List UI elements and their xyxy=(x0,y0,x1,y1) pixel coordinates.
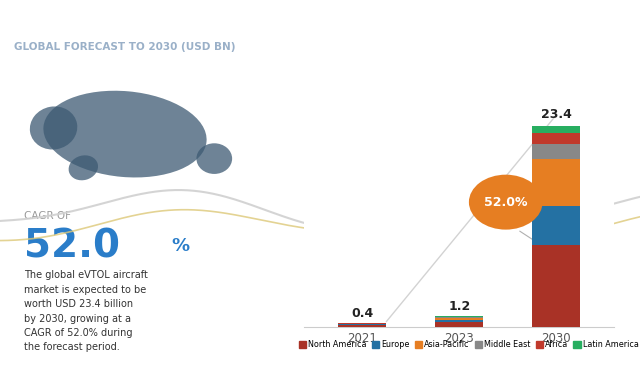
Ellipse shape xyxy=(68,155,98,180)
Bar xyxy=(532,245,580,327)
Bar xyxy=(532,144,580,159)
Bar xyxy=(435,317,483,318)
Text: GLOBAL FORECAST TO 2030 (USD BN): GLOBAL FORECAST TO 2030 (USD BN) xyxy=(14,43,236,52)
Bar xyxy=(435,322,483,327)
Bar xyxy=(435,318,483,320)
Legend: North America, Europe, Asia-Pacific, Middle East, Africa, Latin America: North America, Europe, Asia-Pacific, Mid… xyxy=(296,337,640,353)
Bar xyxy=(532,206,580,245)
Bar xyxy=(532,159,580,206)
Text: CAGR OF: CAGR OF xyxy=(24,211,71,221)
Text: EVTOL MARKET: EVTOL MARKET xyxy=(14,15,165,33)
Bar xyxy=(338,324,387,325)
Text: 0.4: 0.4 xyxy=(351,307,373,320)
Ellipse shape xyxy=(196,143,232,174)
Bar xyxy=(532,126,580,134)
Bar xyxy=(435,320,483,322)
Text: 1.2: 1.2 xyxy=(448,300,470,313)
Ellipse shape xyxy=(469,175,543,230)
Bar xyxy=(338,325,387,327)
Text: The global eVTOL aircraft
market is expected to be
worth USD 23.4 billion
by 203: The global eVTOL aircraft market is expe… xyxy=(24,270,148,352)
Text: 52.0%: 52.0% xyxy=(484,196,527,209)
Ellipse shape xyxy=(30,106,77,149)
Text: 52.0: 52.0 xyxy=(24,228,120,266)
Bar xyxy=(532,134,580,144)
Ellipse shape xyxy=(44,91,207,178)
Text: 23.4: 23.4 xyxy=(541,108,572,121)
Text: %: % xyxy=(171,237,189,255)
